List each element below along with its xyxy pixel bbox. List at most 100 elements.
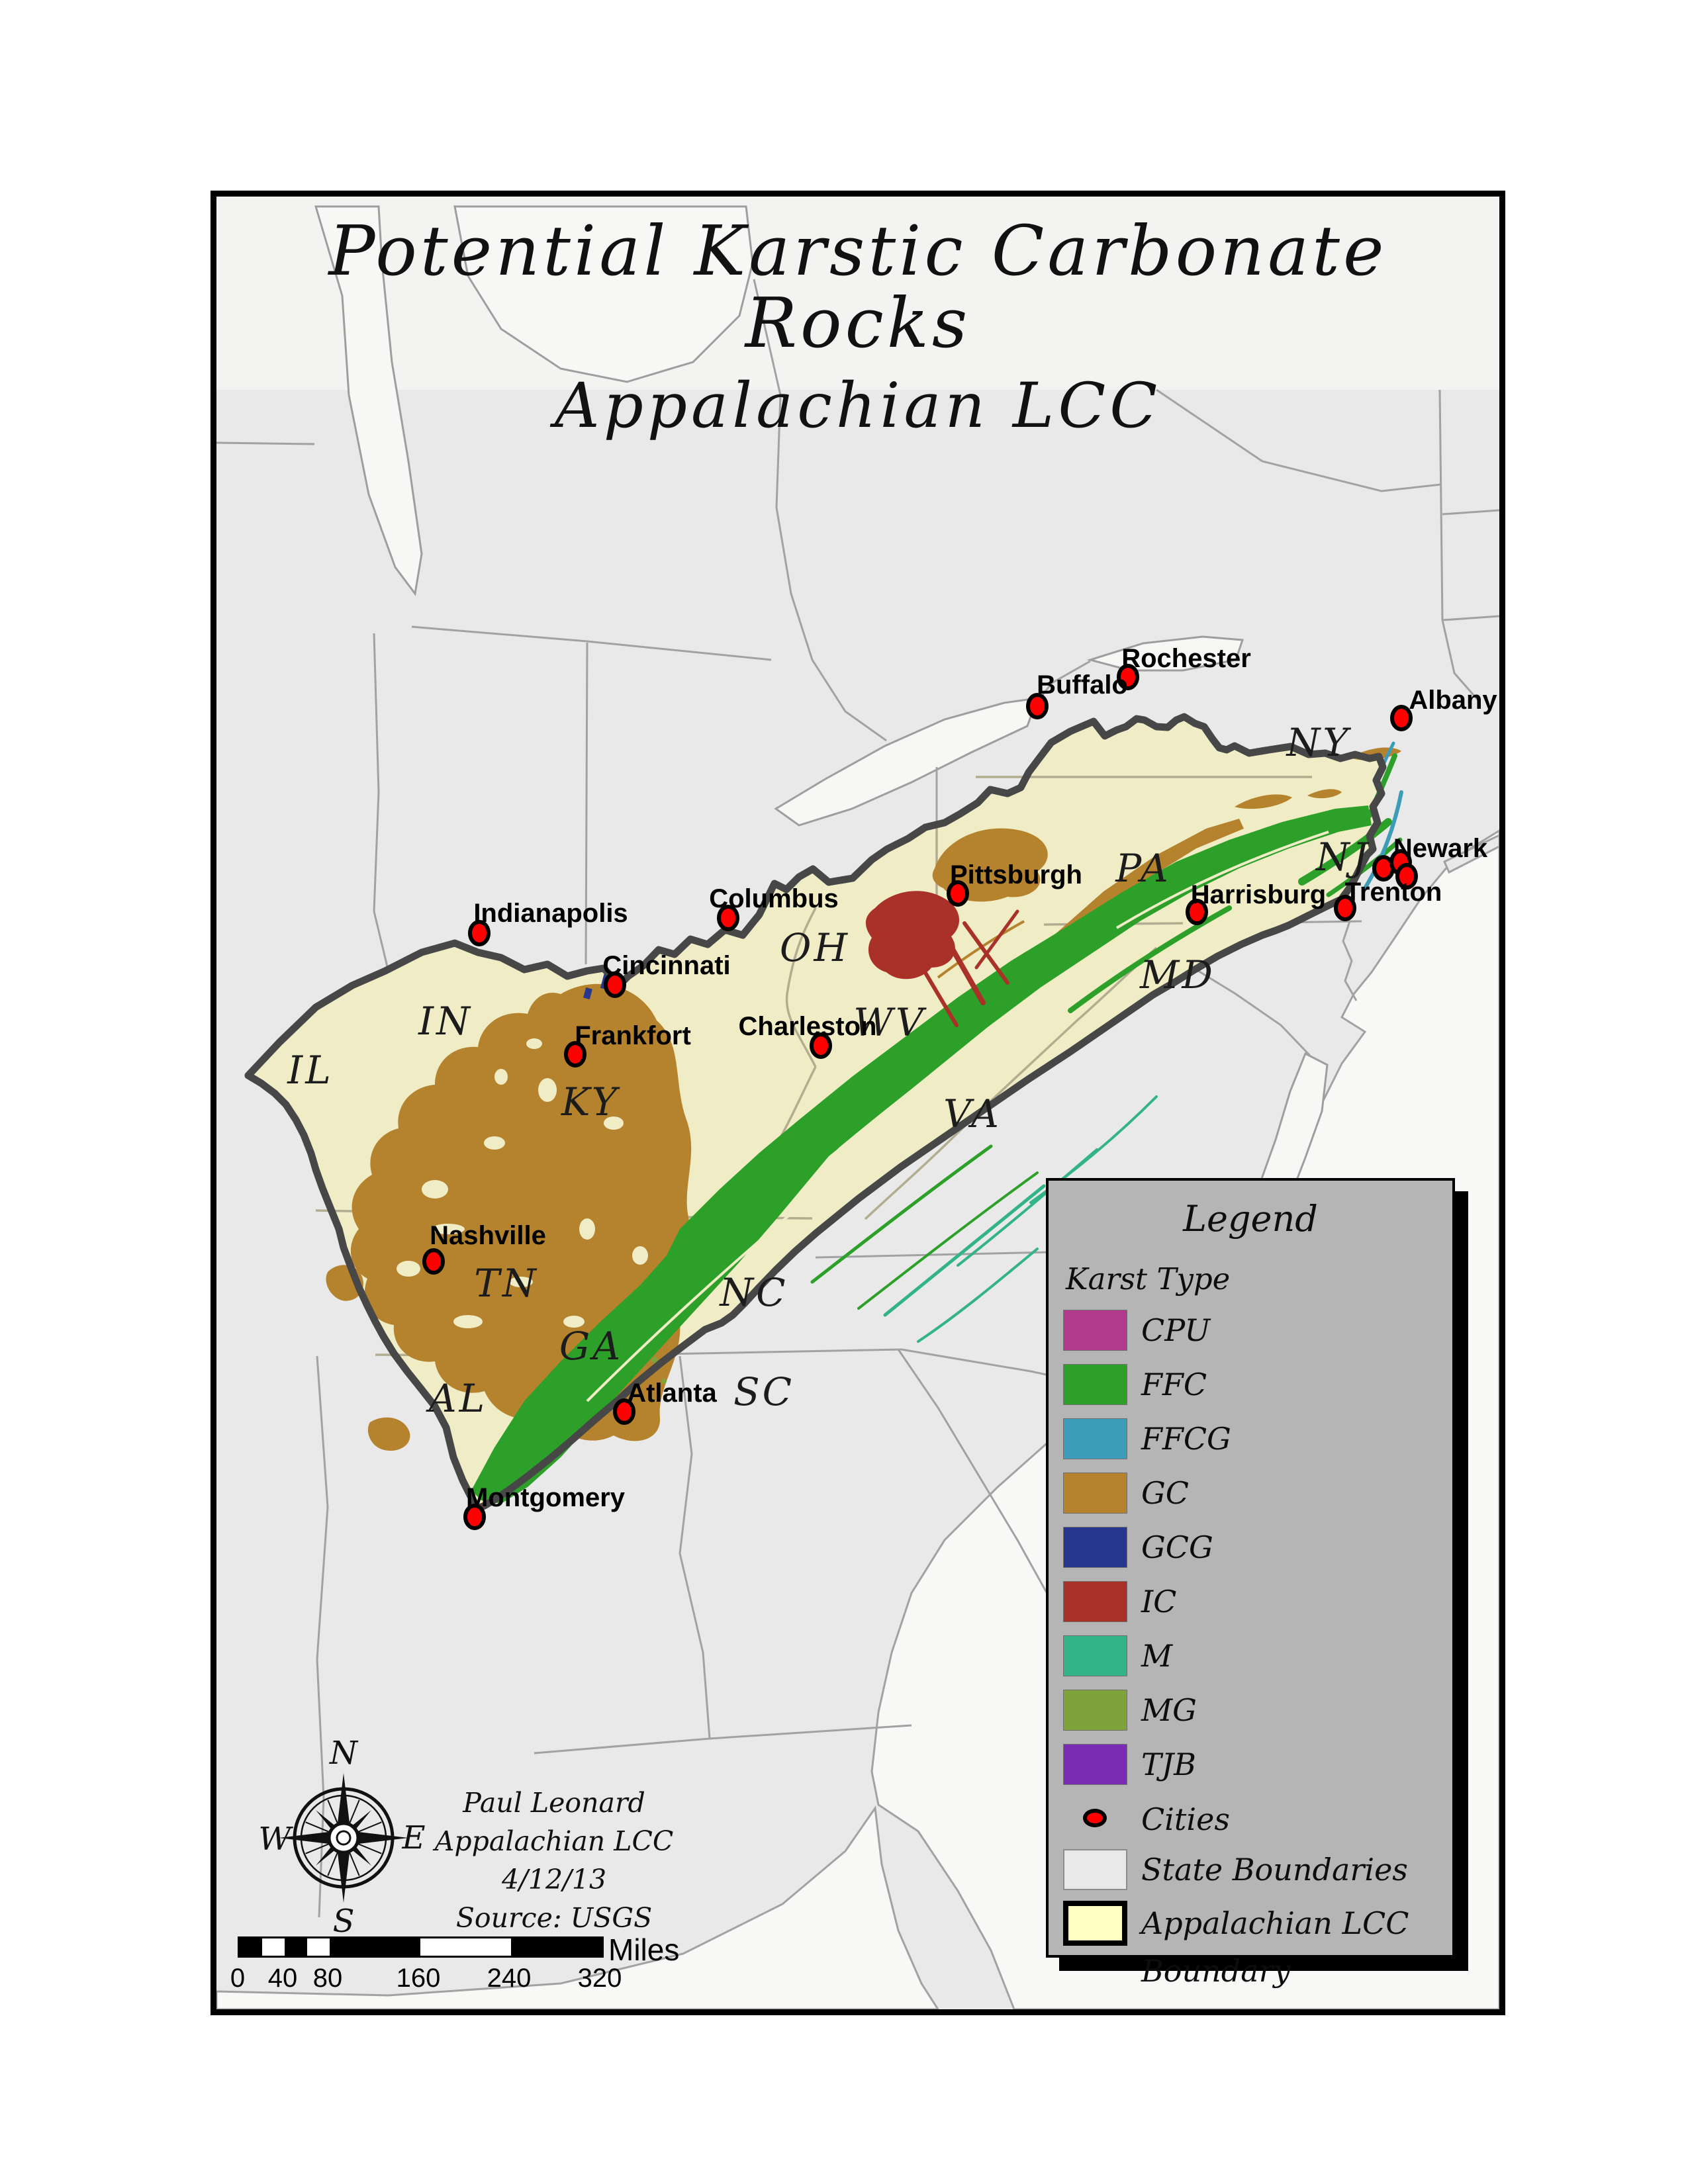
legend-title: Legend: [1183, 1198, 1318, 1240]
legend-row-mg: MG: [1049, 1690, 1452, 1731]
city-dot-harrisburg: [1186, 899, 1208, 925]
state-label-in: IN: [418, 999, 473, 1044]
compass-east-label: E: [401, 1819, 425, 1856]
legend-row-cpu: CPU: [1049, 1310, 1452, 1351]
attribution-line-1: Paul Leonard: [463, 1787, 645, 1819]
legend-row-ffcg: FFCG: [1049, 1418, 1452, 1459]
city-label-montgomery: Montgomery: [466, 1483, 626, 1512]
legend-swatch-gcg: [1063, 1527, 1127, 1568]
attribution-line-3: 4/12/13: [501, 1864, 607, 1895]
gulf-of-mexico: [216, 1805, 939, 2009]
legend-state-boundaries-label: State Boundaries: [1141, 1852, 1408, 1888]
state-label-ky: KY: [561, 1079, 620, 1124]
legend-swatch-tjb: [1063, 1744, 1127, 1785]
city-dot-columbus: [717, 905, 739, 931]
lake-michigan: [314, 205, 423, 596]
legend-row-tjb: TJB: [1049, 1744, 1452, 1785]
legend-swatch-cpu: [1063, 1310, 1127, 1351]
city-dot-atlanta: [613, 1398, 635, 1425]
legend-subtitle: Karst Type: [1066, 1261, 1231, 1297]
city-label-albany: Albany: [1409, 686, 1497, 715]
city-label-columbus: Columbus: [709, 884, 839, 913]
karst-ffc-patches: [471, 805, 1372, 1504]
legend-label-gc: GC: [1141, 1475, 1189, 1511]
legend-swatch-m: [1063, 1635, 1127, 1676]
city-label-pittsburgh: Pittsburgh: [950, 860, 1082, 889]
legend-cities-label: Cities: [1141, 1801, 1230, 1837]
karst-ic-streaks: [921, 909, 1019, 1027]
map-title-line1: Potential Karstic Carbonate Rocks: [328, 210, 1387, 364]
karst-ic-patches: [865, 891, 959, 979]
legend-label-cpu: CPU: [1141, 1312, 1211, 1348]
legend-row-lcc-boundary: Appalachian LCC Boundary: [1049, 1899, 1452, 1989]
state-label-il: IL: [287, 1048, 333, 1093]
city-label-cincinnati: Cincinnati: [602, 951, 730, 980]
city-dot-buffalo: [1026, 693, 1049, 719]
legend-swatch-ic: [1063, 1581, 1127, 1622]
attribution-line-4: Source: USGS: [455, 1902, 653, 1934]
state-label-oh: OH: [780, 925, 850, 970]
state-label-nc: NC: [718, 1270, 788, 1315]
city-markers-layer: RochesterBuffaloAlbanyNewarkTrentonHarri…: [422, 644, 1497, 1530]
legend-row-ffc: FFC: [1049, 1364, 1452, 1405]
state-label-pa: PA: [1115, 846, 1171, 891]
legend-label-ic: IC: [1141, 1584, 1177, 1619]
legend-swatch-gc: [1063, 1473, 1127, 1514]
state-label-va: VA: [943, 1091, 1002, 1136]
city-dot-indianapolis: [468, 920, 491, 946]
compass-west-label: W: [258, 1821, 293, 1858]
long-island: [1443, 834, 1499, 874]
city-label-harrisburg: Harrisburg: [1191, 880, 1327, 909]
city-label-atlanta: Atlanta: [627, 1379, 717, 1408]
map-title-line2: Appalachian LCC: [554, 370, 1162, 443]
city-label-indianapolis: Indianapolis: [473, 899, 628, 928]
legend-row-gc: GC: [1049, 1473, 1452, 1514]
city-label-rochester: Rochester: [1121, 644, 1251, 673]
state-label-al: AL: [426, 1376, 487, 1421]
city-dot-albany: [1390, 705, 1413, 731]
legend-state-swatch: [1063, 1849, 1127, 1890]
city-label-trenton: Trenton: [1345, 878, 1442, 907]
map-title-block: Potential Karstic Carbonate Rocks Appala…: [216, 210, 1499, 443]
legend-label-gcg: GCG: [1141, 1529, 1213, 1565]
compass-rose: N E S W: [258, 1735, 425, 1940]
karst-ffc-strands: [491, 753, 1403, 1490]
lake-ontario: [1086, 635, 1244, 672]
state-label-wv: WV: [853, 1000, 927, 1045]
state-label-md: MD: [1139, 952, 1215, 997]
scale-tick-160: 160: [396, 1964, 441, 1993]
compass-north-label: N: [329, 1735, 359, 1772]
legend-row-state-boundaries: State Boundaries: [1049, 1848, 1452, 1891]
map-frame: NY PA NJ MD OH IN IL KY WV VA TN NC SC GA AL Rochester…: [211, 191, 1505, 2015]
city-dot-rochester: [1117, 664, 1139, 690]
scale-bar-segments: [238, 1936, 604, 1958]
state-label-ga: GA: [559, 1324, 623, 1369]
state-label-nj: NJ: [1315, 835, 1370, 880]
legend-row-gcg: GCG: [1049, 1527, 1452, 1568]
city-dot: [1395, 863, 1418, 889]
legend-label-tjb: TJB: [1141, 1747, 1196, 1782]
legend-lcc-swatch: [1063, 1901, 1127, 1946]
legend-swatch-ffcg: [1063, 1418, 1127, 1459]
city-dot-charleston: [810, 1032, 832, 1059]
scale-bar: 0 40 80 160 240 320 Miles: [216, 1925, 720, 2005]
scale-tick-320: 320: [577, 1964, 622, 1993]
compass-south-label: S: [333, 1903, 355, 1940]
legend-label-m: M: [1141, 1638, 1173, 1674]
legend-row-cities: Cities: [1049, 1799, 1452, 1839]
city-label-charleston: Charleston: [739, 1012, 877, 1041]
scale-unit-label: Miles: [608, 1933, 680, 1967]
lake-huron: [453, 205, 754, 383]
scale-tick-0: 0: [230, 1964, 246, 1993]
legend-row-ic: IC: [1049, 1581, 1452, 1622]
city-dot-nashville: [422, 1248, 445, 1275]
city-dot-cincinnati: [604, 972, 626, 998]
legend-panel: Legend Karst Type CPU FFC FFCG GC GCG IC M MG TJ…: [1046, 1178, 1455, 1989]
legend-city-dot-icon: [1083, 1809, 1107, 1827]
legend-swatch-mg: [1063, 1690, 1127, 1731]
legend-label-ffc: FFC: [1141, 1367, 1207, 1402]
karst-ffc-gaps: [586, 831, 1329, 1402]
scale-tick-80: 80: [312, 1964, 343, 1993]
city-label-nashville: Nashville: [430, 1221, 546, 1250]
city-dot-trenton: [1334, 895, 1356, 921]
